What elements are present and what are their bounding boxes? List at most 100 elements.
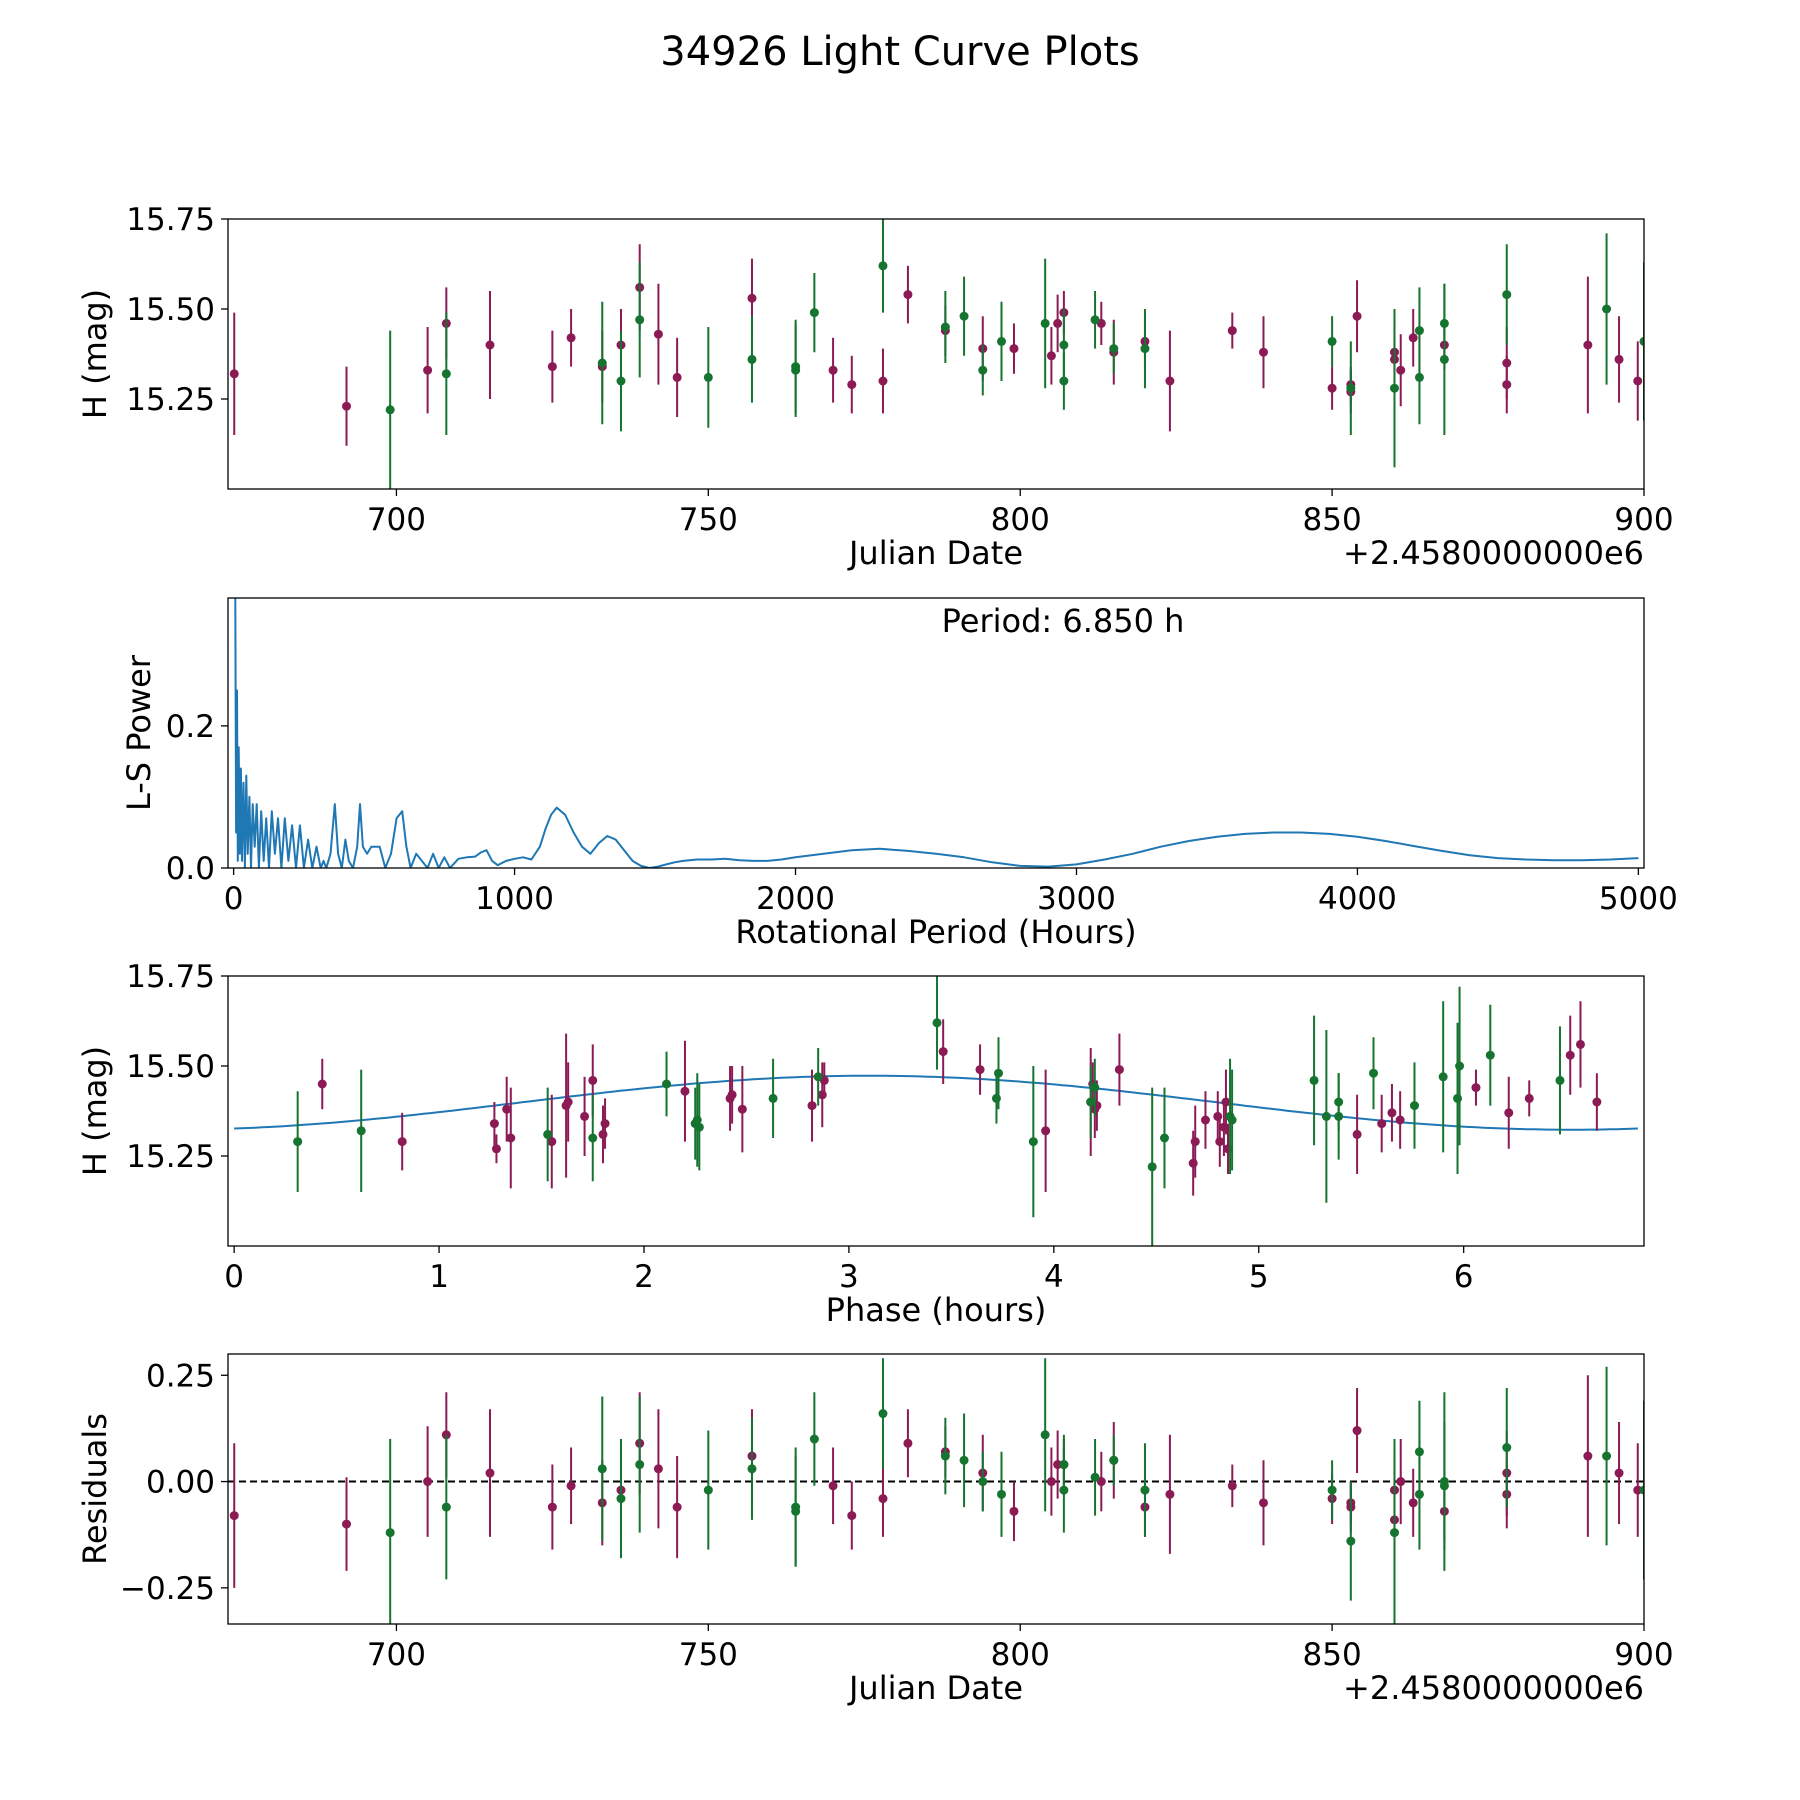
data-point-filter_a <box>1046 351 1056 361</box>
data-point-filter_b <box>1140 344 1150 354</box>
data-point-filter_a <box>1504 1108 1514 1118</box>
data-point-filter_a <box>485 1468 495 1478</box>
data-point-filter_b <box>1455 1061 1465 1071</box>
data-point-filter_b <box>791 1506 801 1516</box>
data-point-filter_a <box>491 1144 501 1154</box>
data-point-filter_a <box>1395 1115 1405 1125</box>
periodogram-power-line <box>234 598 1639 868</box>
data-point-filter_a <box>1227 1481 1237 1491</box>
y-axis-label: H (mag) <box>76 1046 114 1176</box>
data-point-filter_b <box>694 1122 704 1132</box>
data-point-filter_a <box>502 1104 512 1114</box>
y-tick-label: 15.25 <box>126 382 215 418</box>
data-point-filter_a <box>1614 1468 1624 1478</box>
data-point-filter_b <box>1309 1075 1319 1085</box>
x-tick-label: 900 <box>1614 1637 1673 1673</box>
panels: 700 750 800 850 900 15.25 15.50 15.75 Julian Dat… <box>76 202 1678 1707</box>
data-point-filter_b <box>1346 1536 1356 1546</box>
data-point-filter_b <box>978 365 988 375</box>
data-point-filter_a <box>1190 1137 1200 1147</box>
data-point-filter_b <box>878 261 888 271</box>
x-tick-label: 900 <box>1614 502 1673 538</box>
data-point-filter_a <box>1215 1137 1225 1147</box>
data-point-filter_b <box>747 354 757 364</box>
data-point-filter_b <box>940 322 950 332</box>
data-point-filter_a <box>1471 1083 1481 1093</box>
data-point-filter_b <box>959 1455 969 1465</box>
data-point-filter_b <box>662 1079 672 1089</box>
data-point-filter_b <box>991 1093 1001 1103</box>
panel-lightcurve: 700 750 800 850 900 15.25 15.50 15.75 Julian Dat… <box>76 202 1674 572</box>
data-point-filter_a <box>342 401 352 411</box>
data-point-filter_a <box>1396 365 1406 375</box>
data-point-filter_a <box>1565 1050 1575 1060</box>
x-tick-label: 5000 <box>1599 881 1678 917</box>
panel-phased: 0 1 2 3 4 5 6 15.25 15.50 15.75 Phase (hours) H (ma… <box>76 959 1645 1329</box>
data-point-filter_a <box>1009 1506 1019 1516</box>
data-point-filter_b <box>1327 1485 1337 1495</box>
x-tick-label: 5 <box>1249 1259 1269 1295</box>
data-point-filter_b <box>791 365 801 375</box>
data-point-filter_a <box>1575 1039 1585 1049</box>
data-point-filter_a <box>975 1065 985 1075</box>
data-point-filter_a <box>653 1464 663 1474</box>
y-tick-label: 0.25 <box>146 1358 215 1394</box>
x-tick-label: 1000 <box>475 881 554 917</box>
x-tick-label: 1 <box>429 1259 449 1295</box>
data-point-filter_b <box>1090 1472 1100 1482</box>
data-point-filter_a <box>737 1104 747 1114</box>
x-tick-label: 700 <box>367 502 426 538</box>
data-point-filter_b <box>1438 1072 1448 1082</box>
data-point-filter_b <box>1040 1430 1050 1440</box>
data-point-filter_b <box>996 1489 1006 1499</box>
data-point-filter_a <box>1188 1158 1198 1168</box>
data-point-filter_a <box>342 1519 352 1529</box>
x-tick-label: 6 <box>1454 1259 1474 1295</box>
x-tick-label: 2 <box>634 1259 654 1295</box>
data-point-filter_b <box>1555 1075 1565 1085</box>
data-point-filter_b <box>940 1451 950 1461</box>
data-point-filter_b <box>1602 1451 1612 1461</box>
data-point-filter_a <box>397 1137 407 1147</box>
data-point-filter_a <box>672 372 682 382</box>
data-point-filter_b <box>1502 1443 1512 1453</box>
data-point-filter_a <box>1327 383 1337 393</box>
data-point-filter_b <box>1414 372 1424 382</box>
x-tick-label: 800 <box>991 502 1050 538</box>
data-point-filter_b <box>616 1494 626 1504</box>
data-point-filter_a <box>1046 1477 1056 1487</box>
data-point-filter_a <box>600 1119 610 1129</box>
data-point-filter_a <box>229 369 239 379</box>
data-point-filter_a <box>1524 1093 1534 1103</box>
data-point-filter_a <box>566 333 576 343</box>
y-axis-label: L-S Power <box>120 654 158 811</box>
data-point-filter_b <box>635 315 645 325</box>
y-axis-label: H (mag) <box>76 289 114 419</box>
data-point-filter_a <box>847 1511 857 1521</box>
axes-frame <box>227 597 1645 869</box>
data-point-filter_a <box>588 1075 598 1085</box>
x-tick-label: 2000 <box>756 881 835 917</box>
data-point-filter_b <box>356 1126 366 1136</box>
x-axis-label: Rotational Period (Hours) <box>735 913 1136 951</box>
data-point-filter_a <box>747 293 757 303</box>
data-point-filter_a <box>1633 376 1643 386</box>
axes-frame <box>227 1353 1645 1625</box>
x-tick-label: 800 <box>991 1637 1050 1673</box>
x-tick-label: 4 <box>1044 1259 1064 1295</box>
data-point-filter_b <box>597 1464 607 1474</box>
x-tick-label: 700 <box>367 1637 426 1673</box>
data-point-filter_a <box>828 1481 838 1491</box>
x-tick-label: 0 <box>224 1259 244 1295</box>
data-point-filter_b <box>1059 1485 1069 1495</box>
data-point-filter_a <box>1114 1065 1124 1075</box>
data-point-filter_b <box>1389 383 1399 393</box>
data-point-filter_a <box>1408 333 1418 343</box>
y-tick-label: 0.2 <box>166 709 215 745</box>
data-point-filter_b <box>1439 354 1449 364</box>
data-point-filter_b <box>293 1137 303 1147</box>
data-point-filter_a <box>563 1097 573 1107</box>
data-point-filter_b <box>1334 1111 1344 1121</box>
